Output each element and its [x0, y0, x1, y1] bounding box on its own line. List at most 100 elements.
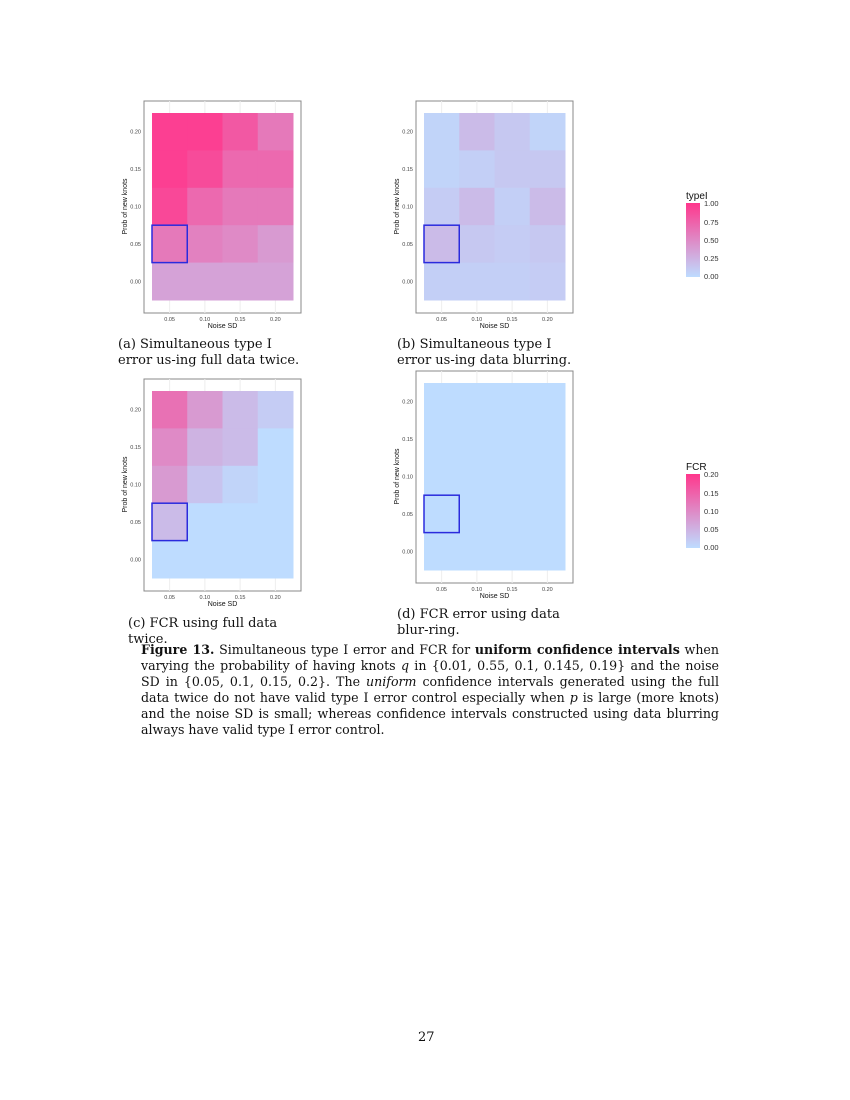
x-tick-label: 0.15: [235, 595, 246, 601]
heatmap-tile: [529, 225, 566, 264]
heatmap-tile: [424, 113, 460, 151]
x-tick-label: 0.10: [472, 317, 483, 323]
heatmap-tile: [257, 150, 294, 189]
x-tick-label: 0.05: [436, 317, 447, 323]
heatmap-tile: [257, 113, 294, 151]
heatmap-tile: [187, 225, 223, 264]
heatmap-tile: [459, 457, 495, 496]
heatmap-tile: [257, 187, 294, 226]
x-tick-label: 0.20: [270, 317, 281, 323]
y-tick-label: 0.10: [130, 205, 141, 211]
y-tick-label: 0.10: [402, 205, 413, 211]
heatmap-tile: [494, 532, 531, 571]
heatmap-tile: [257, 465, 294, 504]
heatmap-tile: [494, 225, 531, 264]
heatmap-tile: [424, 383, 460, 421]
heatmap-tile: [152, 465, 188, 504]
x-tick-label: 0.15: [507, 587, 518, 593]
legend-title: FCR: [686, 462, 707, 473]
heatmap-tile: [187, 428, 223, 467]
heatmap-tile: [152, 225, 188, 264]
heatmap-tile: [222, 225, 259, 264]
heatmap-tile: [152, 150, 188, 189]
heatmap-tile: [529, 457, 566, 496]
caption-text: is large (more knots) and the noise SD i…: [141, 690, 719, 737]
heatmap-tile: [494, 495, 531, 534]
highlight-box: [423, 224, 460, 264]
legend-label: 0.00: [704, 543, 719, 552]
y-tick-label: 0.00: [402, 279, 413, 285]
x-axis-title: Noise SD: [480, 323, 510, 330]
subcaption-b: (b) Simultaneous type I error us-ing dat…: [397, 337, 572, 368]
heatmap-tile: [187, 465, 223, 504]
highlight-box: [151, 502, 188, 542]
heatmap-tile: [222, 262, 259, 301]
heatmap-tile: [494, 113, 531, 151]
heatmap-tile: [257, 503, 294, 542]
heatmap-tile: [424, 495, 460, 534]
y-tick-label: 0.20: [130, 408, 141, 414]
heatmap-panel-a: 0.20 0.15 0.10 0.05 0.00 0.05 0.10 0.15 0.20 Nois…: [122, 100, 302, 330]
x-tick-label: 0.05: [436, 587, 447, 593]
heatmap-tile: [424, 225, 460, 264]
legend-label: 0.75: [704, 218, 719, 227]
heatmap-tile: [222, 391, 259, 429]
caption-var: q: [400, 658, 410, 673]
subcaption-c: (c) FCR using full data twice.: [128, 616, 278, 647]
heatmap-tile: [494, 150, 531, 189]
heatmap-tile: [187, 540, 223, 579]
heatmap-tile: [257, 225, 294, 264]
x-tick-label: 0.10: [472, 587, 483, 593]
x-axis-title: Noise SD: [208, 323, 238, 330]
y-tick-label: 0.20: [130, 130, 141, 136]
legend-label: 0.25: [704, 254, 719, 263]
x-tick-label: 0.10: [200, 595, 211, 601]
heatmap-tile: [424, 262, 460, 301]
heatmap-tile: [222, 465, 259, 504]
heatmap-tile: [424, 187, 460, 226]
x-tick-label: 0.10: [200, 317, 211, 323]
legend-title: typeI: [686, 191, 708, 202]
caption-text: in {0.01, 0.55, 0.1, 0.145, 0.19} and th…: [141, 658, 720, 689]
heatmap-tile: [222, 540, 259, 579]
legend-label: 0.20: [704, 470, 719, 479]
legend-label: 0.05: [704, 525, 719, 534]
heatmap-tile: [529, 495, 566, 534]
y-tick-label: 0.00: [402, 549, 413, 555]
legend-label: 0.10: [704, 507, 719, 516]
subcaption-d: (d) FCR error using data blur-ring.: [397, 607, 560, 638]
x-axis-title: Noise SD: [208, 601, 238, 608]
heatmap-tile: [257, 262, 294, 301]
heatmap-tile: [187, 187, 223, 226]
highlight-box: [151, 224, 188, 264]
color-bar: [686, 474, 700, 548]
heatmap-tile: [222, 187, 259, 226]
heatmap-tile: [222, 113, 259, 151]
caption-bold: uniform confidence intervals: [474, 642, 680, 657]
caption-text: confidence intervals generated using the…: [141, 674, 719, 705]
heatmap-tile: [459, 262, 495, 301]
y-axis-title: Prob of new knots: [122, 178, 129, 235]
legend-label: 0.50: [704, 236, 719, 245]
heatmap-panel-c: 0.20 0.15 0.10 0.05 0.00 0.05 0.10 0.15 0.20 Nois…: [122, 378, 302, 608]
heatmap-tile: [424, 420, 460, 459]
heatmap-tile: [187, 391, 223, 429]
heatmap-tile: [459, 113, 495, 151]
heatmap-tile: [494, 262, 531, 301]
subcaption-a: (a) Simultaneous type I error us-ing ful…: [118, 337, 300, 368]
heatmap-tile: [529, 262, 566, 301]
y-tick-label: 0.00: [130, 279, 141, 285]
y-axis-title: Prob of new knots: [394, 448, 401, 505]
heatmap-tile: [222, 428, 259, 467]
heatmap-tile: [459, 225, 495, 264]
y-tick-label: 0.10: [402, 475, 413, 481]
heatmap-tile: [152, 540, 188, 579]
heatmap-tile: [152, 113, 188, 151]
caption-text: Simultaneous type I error and FCR for: [214, 642, 475, 657]
caption-var: p: [569, 690, 578, 705]
heatmap-tile: [222, 503, 259, 542]
heatmap-tile: [424, 457, 460, 496]
page-number: 27: [418, 1030, 435, 1045]
heatmap-tile: [459, 150, 495, 189]
